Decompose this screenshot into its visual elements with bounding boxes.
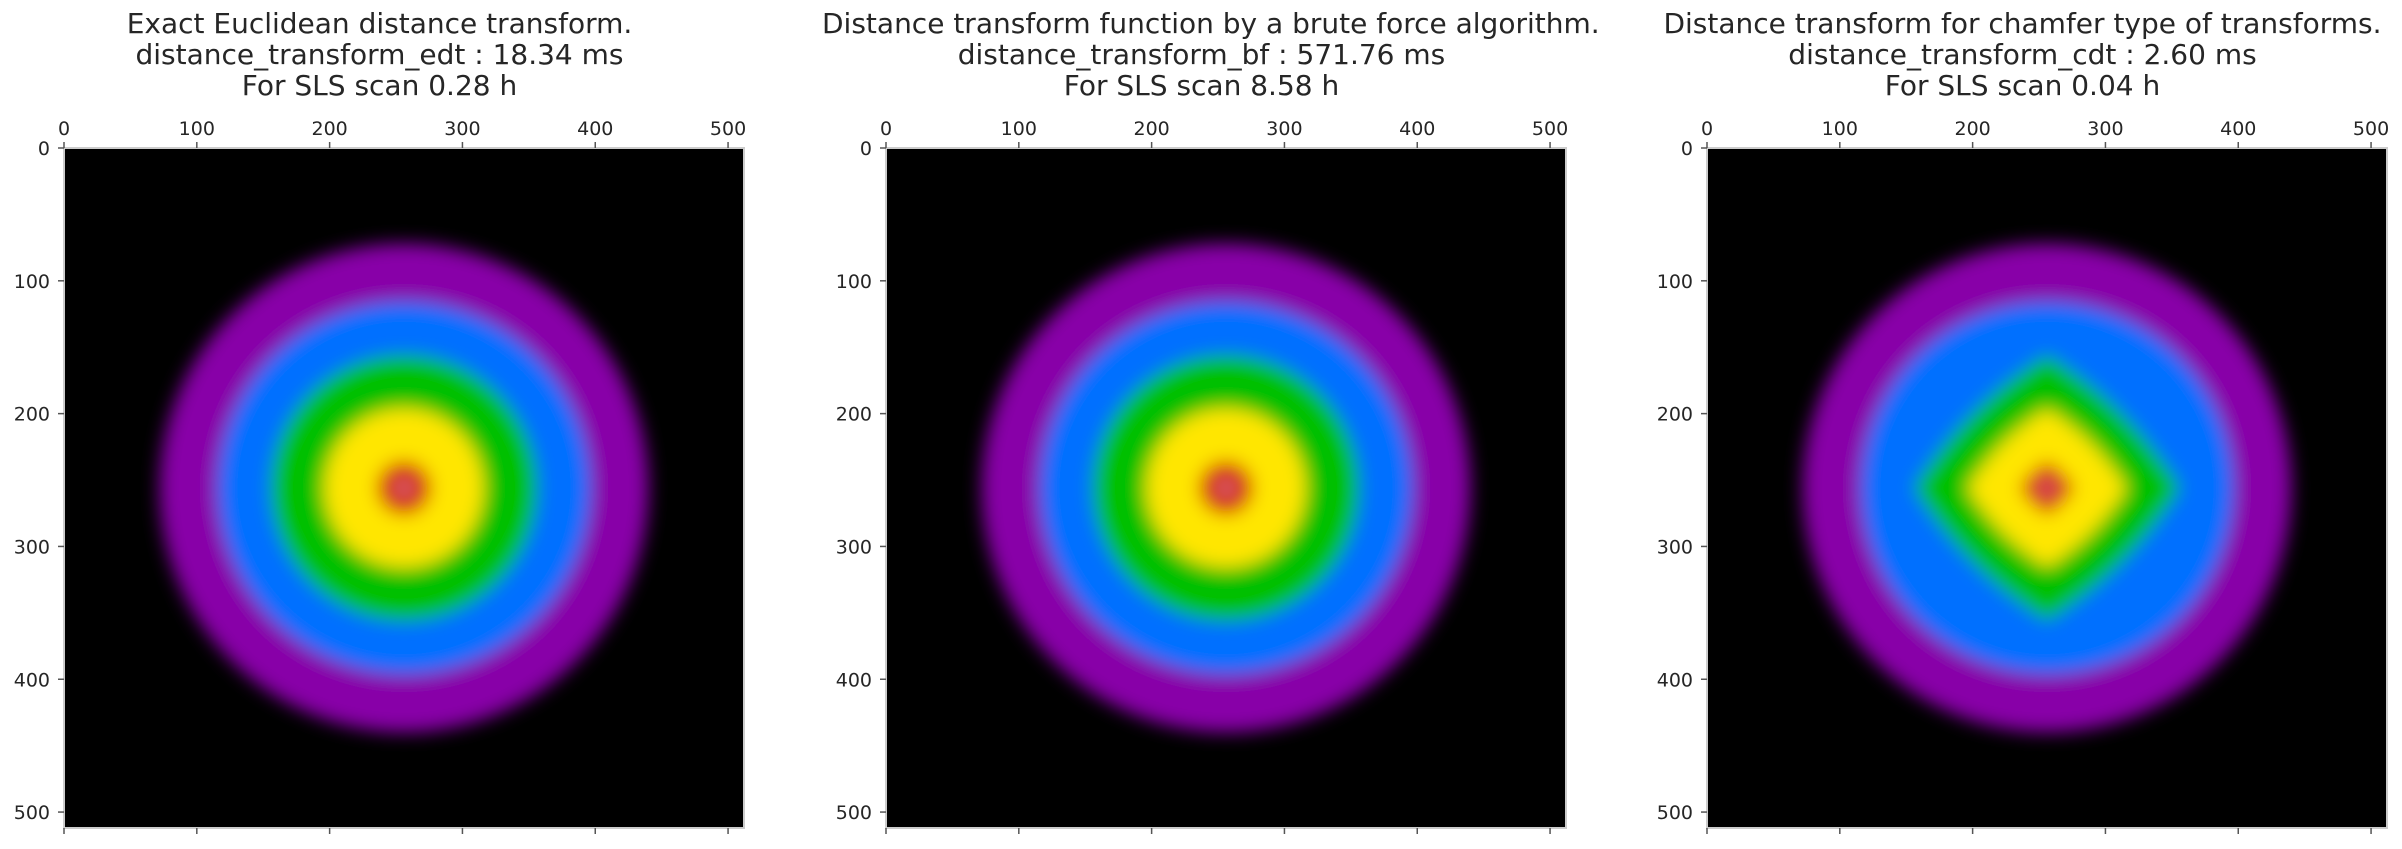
y-tick-label: 200 (1657, 404, 1693, 426)
bf-panel: Distance transform function by a brute f… (822, 0, 1581, 849)
y-tick-label: 0 (38, 138, 50, 160)
x-tick-label: 100 (179, 118, 215, 140)
y-tick-label: 500 (836, 802, 872, 824)
y-tick-label: 0 (860, 138, 872, 160)
x-tick-label: 200 (1133, 118, 1169, 140)
x-tick-label: 400 (577, 118, 613, 140)
x-tick-label: 300 (2087, 118, 2123, 140)
cdt-heatmap-plot: 0 100 200 300 400 500 0 100 200 300 400 500 (1643, 0, 2402, 849)
x-tick-label: 0 (58, 118, 70, 140)
edt-panel: Exact Euclidean distance transform. dist… (0, 0, 759, 849)
x-tick-label: 400 (2220, 118, 2256, 140)
distance-band-0 (400, 484, 408, 492)
y-tick-label: 100 (836, 271, 872, 293)
y-tick-label: 0 (1681, 138, 1693, 160)
x-tick-label: 200 (311, 118, 347, 140)
y-tick-label: 400 (14, 669, 50, 691)
y-tick-label: 300 (1657, 536, 1693, 558)
x-tick-label: 500 (2353, 118, 2389, 140)
y-tick-label: 500 (1657, 802, 1693, 824)
edt-heatmap-plot: 0 100 200 300 400 500 0 100 200 300 400 500 (0, 0, 759, 849)
x-tick-label: 500 (1532, 118, 1568, 140)
y-tick-label: 200 (14, 404, 50, 426)
x-tick-label: 200 (1954, 118, 1990, 140)
x-tick-label: 100 (1001, 118, 1037, 140)
y-tick-label: 100 (14, 271, 50, 293)
y-tick-label: 400 (1657, 669, 1693, 691)
y-tick-label: 300 (836, 536, 872, 558)
x-tick-label: 0 (1701, 118, 1713, 140)
x-tick-label: 300 (444, 118, 480, 140)
y-tick-label: 300 (14, 536, 50, 558)
x-tick-label: 0 (880, 118, 892, 140)
distance-band-0 (1222, 484, 1230, 492)
x-tick-label: 400 (1399, 118, 1435, 140)
cdt-panel: Distance transform for chamfer type of t… (1643, 0, 2402, 849)
y-tick-label: 100 (1657, 271, 1693, 293)
x-tick-label: 300 (1266, 118, 1302, 140)
bf-heatmap-plot: 0 100 200 300 400 500 0 100 200 300 400 500 (822, 0, 1581, 849)
y-tick-label: 200 (836, 404, 872, 426)
x-tick-label: 100 (1822, 118, 1858, 140)
x-tick-label: 500 (710, 118, 746, 140)
y-tick-label: 400 (836, 669, 872, 691)
y-tick-label: 500 (14, 802, 50, 824)
